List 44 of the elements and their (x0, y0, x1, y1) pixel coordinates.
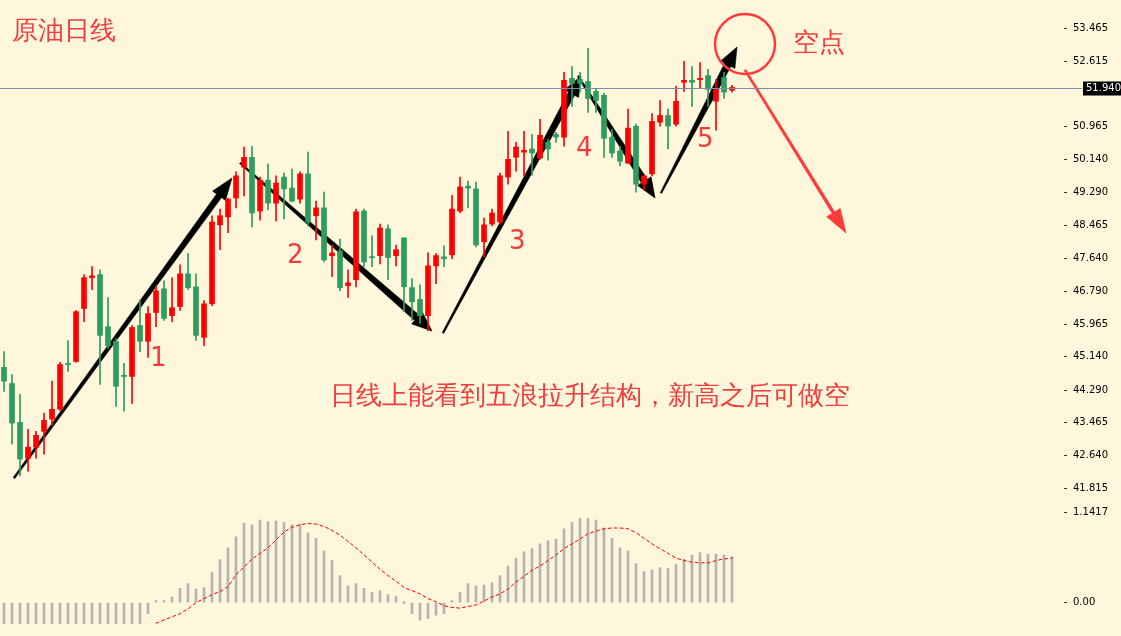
candlestick (313, 200, 319, 241)
candlestick (697, 62, 703, 89)
y-tick-label: 48.465 (1073, 219, 1108, 231)
candlestick (529, 134, 535, 176)
candlestick (49, 380, 55, 426)
y-tick-label: 41.815 (1073, 481, 1108, 493)
chart-title: 原油日线 (12, 15, 116, 45)
annotation: 2 (287, 239, 304, 269)
y-tick-label: 53.465 (1073, 21, 1108, 33)
annotation: 日线上能看到五浪拉升结构，新高之后可做空 (330, 380, 850, 410)
candlestick (689, 66, 695, 107)
y-tick-label: 46.790 (1073, 285, 1108, 297)
candlestick (241, 146, 247, 197)
y-tick-label: 50.140 (1073, 152, 1108, 164)
y-tick-label: 43.465 (1073, 416, 1108, 428)
annotation: 5 (697, 123, 714, 153)
annotation: 空点 (793, 27, 845, 57)
candlestick (521, 130, 527, 177)
candlestick (89, 266, 95, 290)
candlestick (681, 61, 687, 92)
candlestick (569, 66, 575, 107)
y-tick-label: 42.640 (1073, 449, 1108, 461)
y-tick-label: 44.290 (1073, 383, 1108, 395)
ref-line-label: 51.940 (1086, 82, 1121, 94)
candlestick (329, 244, 335, 277)
y-tick-label: 52.615 (1073, 55, 1108, 67)
candlestick (369, 235, 375, 268)
candlestick (441, 245, 447, 268)
y-tick-label: 50.965 (1073, 120, 1108, 132)
line-series (155, 522, 733, 624)
y-tick-label: 47.640 (1073, 251, 1108, 263)
y-tick-label: 45.965 (1073, 317, 1108, 329)
candlestick (217, 208, 223, 251)
annotation: 4 (576, 132, 593, 162)
candlestick (65, 340, 71, 372)
y-tick-label: 49.290 (1073, 186, 1108, 198)
annotation: 3 (509, 225, 526, 255)
annotation: 1 (150, 342, 167, 372)
y-tick-label: 45.140 (1073, 350, 1108, 362)
candlestick (345, 269, 351, 298)
y-tick-label: 1.1417 (1073, 505, 1108, 517)
candlestick (169, 277, 175, 322)
y-tick-label: 0.00 (1073, 596, 1096, 608)
candlestick (121, 363, 127, 412)
